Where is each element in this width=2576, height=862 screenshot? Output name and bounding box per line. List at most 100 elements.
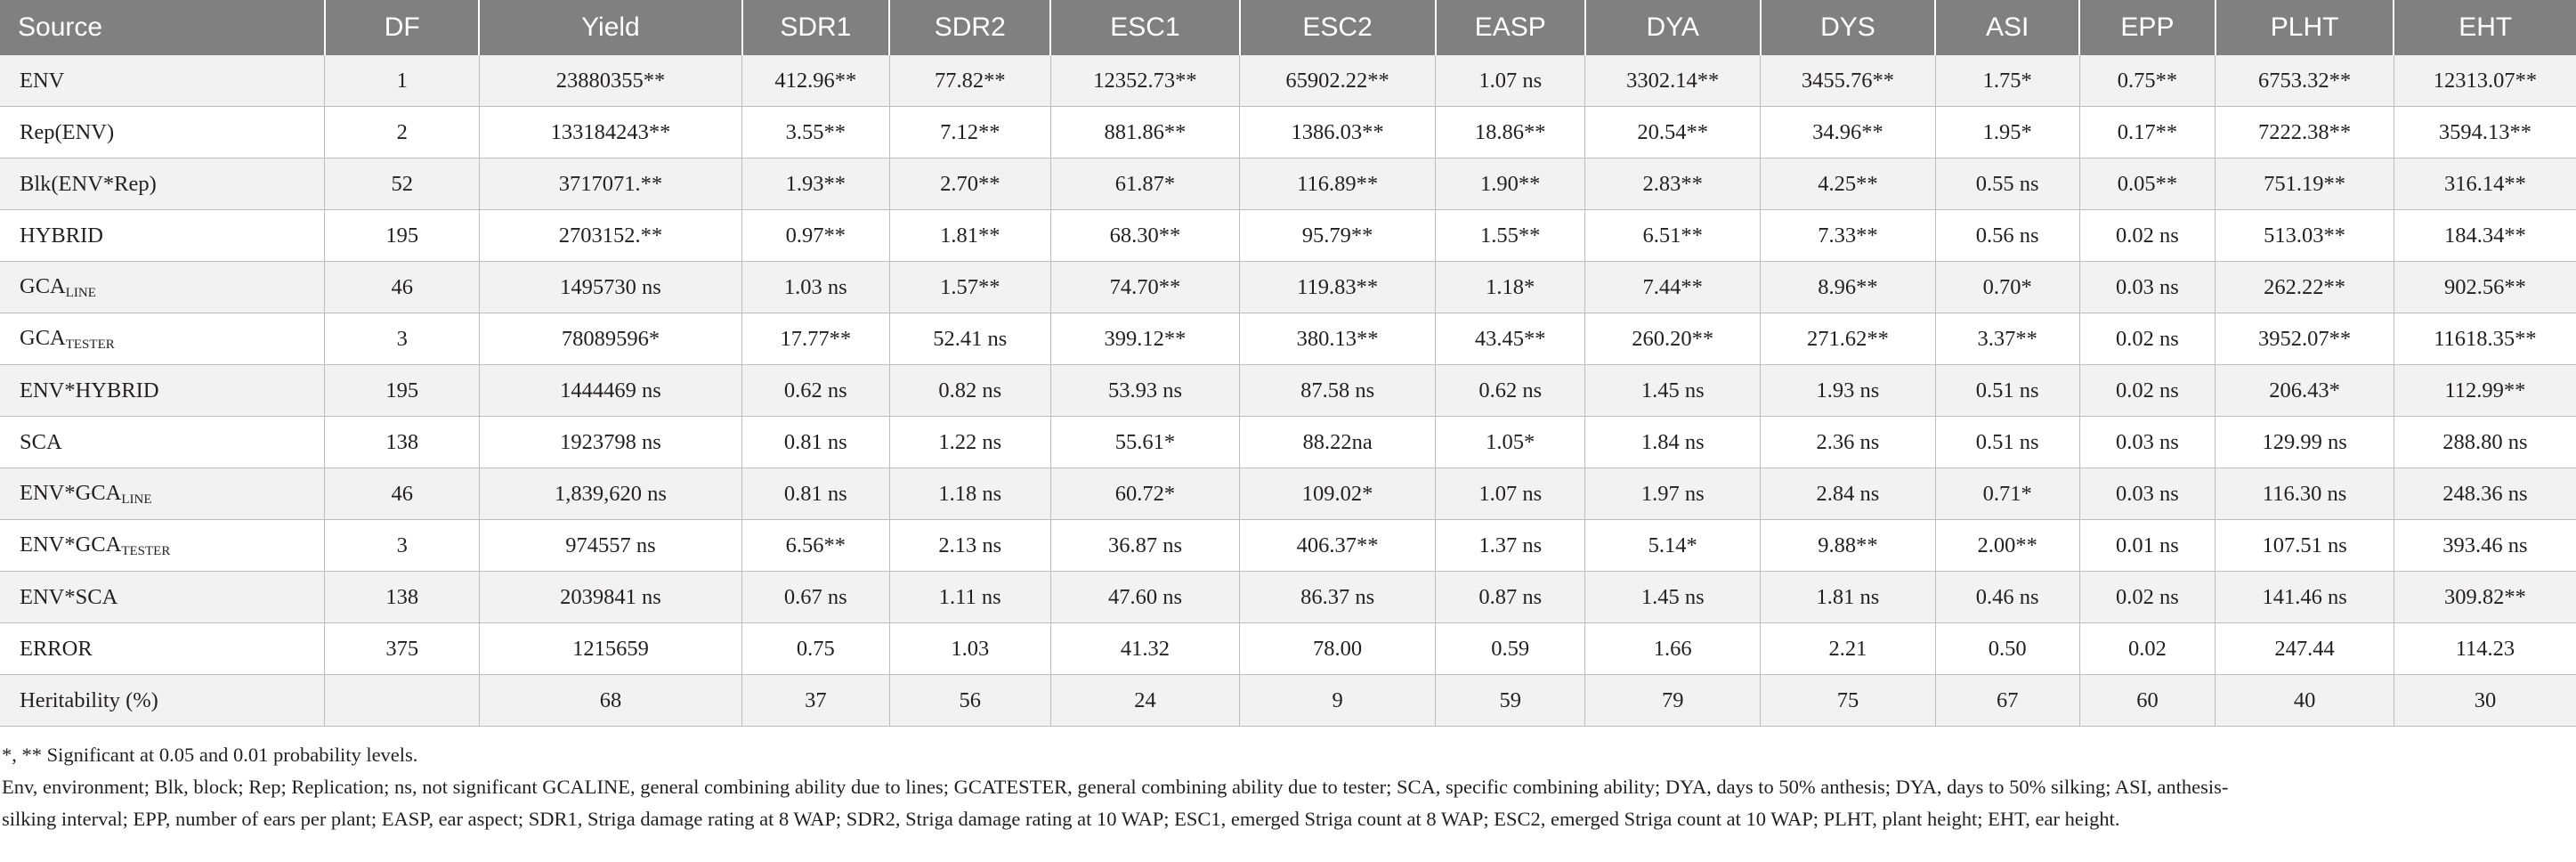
value-cell: 1.84 ns xyxy=(1584,416,1762,468)
value-cell: 74.70** xyxy=(1050,261,1241,313)
value-cell: 88.22na xyxy=(1239,416,1437,468)
value-cell: 3717071.** xyxy=(479,158,743,210)
source-subscript: LINE xyxy=(121,492,152,507)
value-cell: 0.59 xyxy=(1435,622,1586,675)
value-cell: 86.37 ns xyxy=(1239,571,1437,623)
value-cell: 260.20** xyxy=(1584,313,1762,365)
footnote-abbreviations-continued: silking interval; EPP, number of ears pe… xyxy=(2,808,2120,830)
value-cell: 138 xyxy=(324,416,480,468)
source-label: GCA xyxy=(20,273,66,298)
column-header: Yield xyxy=(479,0,743,55)
value-cell: 0.56 ns xyxy=(1935,209,2080,262)
value-cell: 2.21 xyxy=(1760,622,1936,675)
value-cell: 55.61* xyxy=(1050,416,1241,468)
value-cell: 2.70** xyxy=(889,158,1051,210)
value-cell: 3.55** xyxy=(741,106,890,159)
value-cell: 3952.07** xyxy=(2215,313,2394,365)
value-cell: 1.81** xyxy=(889,209,1051,262)
value-cell: 0.01 ns xyxy=(2079,519,2216,572)
value-cell: 24 xyxy=(1050,674,1241,727)
value-cell: 1215659 xyxy=(479,622,743,675)
value-cell: 184.34** xyxy=(2394,209,2576,262)
table-row: Heritability (%) 68 37 56 24 9 59 79 75 67 60 40 30 xyxy=(0,674,2576,727)
column-header: DF xyxy=(324,0,481,55)
table-row: Blk(ENV*Rep) 52 3717071.** 1.93** 2.70** 61.8… xyxy=(0,158,2576,210)
value-cell: 1.93** xyxy=(741,158,890,210)
source-cell: ENV xyxy=(0,55,326,107)
value-cell: 2 xyxy=(324,106,480,159)
column-header: DYS xyxy=(1760,0,1937,55)
value-cell: 78.00 xyxy=(1239,622,1437,675)
source-cell: HYBRID xyxy=(0,209,326,262)
table-row: SCA 138 1923798 ns 0.81 ns 1.22 ns 55.61* 88.2… xyxy=(0,416,2576,468)
value-cell: 65902.22** xyxy=(1239,55,1437,107)
column-header: EPP xyxy=(2079,0,2216,55)
value-cell: 247.44 xyxy=(2215,622,2394,675)
value-cell: 9 xyxy=(1239,674,1437,727)
value-cell: 309.82** xyxy=(2394,571,2576,623)
source-label: ERROR xyxy=(20,636,93,661)
source-label: SCA xyxy=(20,429,62,454)
footnote-significance: *, ** Significant at 0.05 and 0.01 proba… xyxy=(2,744,418,766)
column-header: EHT xyxy=(2394,0,2576,55)
value-cell: 40 xyxy=(2215,674,2394,727)
value-cell: 109.02* xyxy=(1239,468,1437,520)
value-cell: 116.89** xyxy=(1239,158,1437,210)
source-subscript: TESTER xyxy=(65,337,115,352)
value-cell: 87.58 ns xyxy=(1239,364,1437,417)
value-cell: 1.05* xyxy=(1435,416,1586,468)
value-cell: 1.75* xyxy=(1935,55,2080,107)
value-cell: 1.07 ns xyxy=(1435,468,1586,520)
value-cell: 112.99** xyxy=(2394,364,2576,417)
value-cell: 3.37** xyxy=(1935,313,2080,365)
value-cell: 513.03** xyxy=(2215,209,2394,262)
value-cell: 751.19** xyxy=(2215,158,2394,210)
value-cell: 9.88** xyxy=(1760,519,1936,572)
value-cell: 0.81 ns xyxy=(741,416,890,468)
value-cell: 3 xyxy=(324,519,480,572)
column-header: EASP xyxy=(1435,0,1586,55)
source-label: GCA xyxy=(20,325,66,350)
value-cell: 974557 ns xyxy=(479,519,743,572)
column-header: SDR2 xyxy=(889,0,1052,55)
source-cell: ENV*GCATESTER xyxy=(0,519,326,572)
value-cell: 393.46 ns xyxy=(2394,519,2576,572)
value-cell: 1.93 ns xyxy=(1760,364,1936,417)
value-cell: 0.71* xyxy=(1935,468,2080,520)
value-cell: 1.07 ns xyxy=(1435,55,1586,107)
table-row: ENV*GCATESTER 3 974557 ns 6.56** 2.13 ns 36.8… xyxy=(0,519,2576,572)
value-cell: 1.03 ns xyxy=(741,261,890,313)
value-cell: 375 xyxy=(324,622,480,675)
value-cell: 56 xyxy=(889,674,1051,727)
value-cell: 406.37** xyxy=(1239,519,1437,572)
value-cell: 1.18 ns xyxy=(889,468,1051,520)
source-label: Blk(ENV*Rep) xyxy=(20,171,157,196)
value-cell: 36.87 ns xyxy=(1050,519,1241,572)
value-cell: 206.43* xyxy=(2215,364,2394,417)
table-row: ENV 1 23880355** 412.96** 77.82** 12352.73** 6… xyxy=(0,55,2576,107)
value-cell: 43.45** xyxy=(1435,313,1586,365)
value-cell: 46 xyxy=(324,261,480,313)
value-cell: 0.51 ns xyxy=(1935,364,2080,417)
table-row: ENV*SCA 138 2039841 ns 0.67 ns 1.11 ns 47.60 … xyxy=(0,571,2576,623)
value-cell: 60.72* xyxy=(1050,468,1241,520)
value-cell: 67 xyxy=(1935,674,2080,727)
value-cell: 138 xyxy=(324,571,480,623)
value-cell: 0.46 ns xyxy=(1935,571,2080,623)
value-cell: 12313.07** xyxy=(2394,55,2576,107)
value-cell: 1.90** xyxy=(1435,158,1586,210)
value-cell: 1.11 ns xyxy=(889,571,1051,623)
value-cell: 6.51** xyxy=(1584,209,1762,262)
value-cell: 7.33** xyxy=(1760,209,1936,262)
value-cell: 1.55** xyxy=(1435,209,1586,262)
value-cell: 79 xyxy=(1584,674,1762,727)
value-cell: 7.12** xyxy=(889,106,1051,159)
value-cell xyxy=(324,674,480,727)
value-cell: 4.25** xyxy=(1760,158,1936,210)
value-cell: 262.22** xyxy=(2215,261,2394,313)
column-header: Source xyxy=(0,0,326,55)
value-cell: 0.02 xyxy=(2079,622,2216,675)
value-cell: 53.93 ns xyxy=(1050,364,1241,417)
value-cell: 1 xyxy=(324,55,480,107)
source-label: HYBRID xyxy=(20,223,103,248)
